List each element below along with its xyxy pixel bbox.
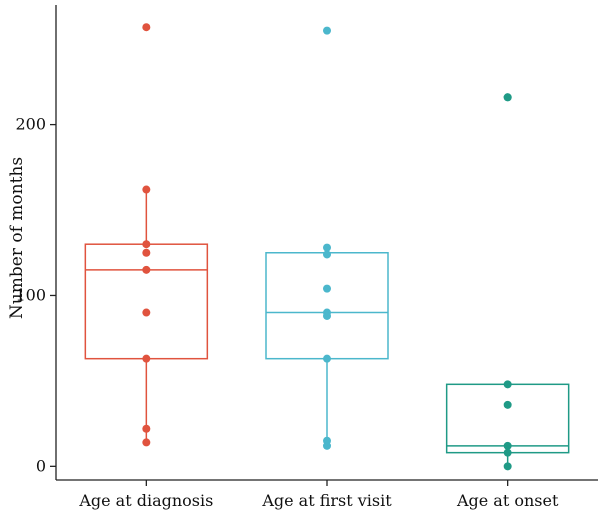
data-point bbox=[323, 243, 331, 252]
y-axis-title: Number of months bbox=[7, 157, 27, 319]
data-point bbox=[503, 462, 512, 471]
data-point bbox=[323, 354, 331, 363]
data-point bbox=[142, 424, 151, 433]
data-point bbox=[503, 441, 512, 450]
iqr-box bbox=[84, 243, 209, 360]
y-tick-label: 200 bbox=[15, 115, 46, 134]
y-tick-label: 100 bbox=[15, 285, 46, 304]
data-point bbox=[142, 23, 151, 32]
data-point bbox=[323, 284, 331, 293]
data-point bbox=[323, 26, 331, 35]
plot-area bbox=[84, 23, 570, 471]
data-point bbox=[503, 380, 512, 389]
data-point bbox=[142, 265, 151, 274]
x-tick-label: Age at diagnosis bbox=[78, 491, 213, 510]
data-point bbox=[142, 248, 151, 257]
data-point bbox=[142, 438, 151, 447]
data-point bbox=[142, 354, 151, 363]
box-group bbox=[265, 26, 389, 450]
x-axis: Age at diagnosis Age at first visit Age at… bbox=[56, 479, 598, 510]
data-point bbox=[323, 441, 331, 450]
data-point bbox=[142, 240, 151, 249]
iqr-box bbox=[265, 252, 389, 360]
data-point bbox=[503, 400, 512, 409]
y-axis: 0 100 200 bbox=[15, 5, 57, 480]
data-point bbox=[323, 311, 331, 320]
x-tick-label: Age at onset bbox=[456, 491, 559, 510]
data-point bbox=[142, 185, 151, 194]
data-point bbox=[142, 308, 151, 317]
x-tick-label: Age at first visit bbox=[261, 491, 392, 510]
box-group bbox=[445, 93, 570, 471]
data-point bbox=[323, 250, 331, 259]
y-tick-label: 0 bbox=[36, 456, 46, 475]
data-point bbox=[503, 93, 512, 102]
data-point bbox=[503, 448, 512, 457]
box-group bbox=[84, 23, 209, 447]
